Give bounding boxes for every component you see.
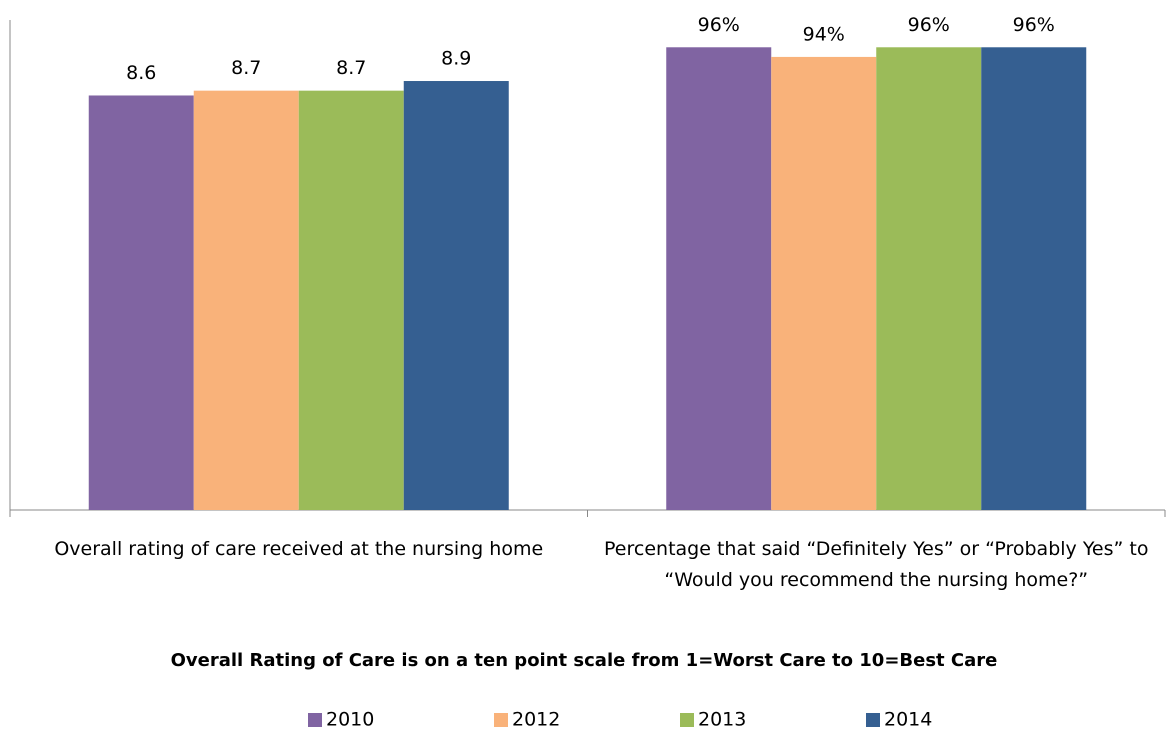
- bar: [981, 47, 1087, 510]
- legend-label: 2010: [326, 709, 374, 731]
- bar: [298, 90, 404, 510]
- data-label: 96%: [698, 14, 740, 36]
- data-label: 96%: [908, 14, 950, 36]
- x-tick-label: Overall rating of care received at the n…: [54, 538, 544, 560]
- x-tick-label: Percentage that said “Definitely Yes” or…: [604, 538, 1149, 591]
- bar: [666, 47, 772, 510]
- legend-label: 2012: [512, 709, 560, 731]
- data-label: 8.9: [441, 48, 471, 70]
- footnote: Overall Rating of Care is on a ten point…: [170, 650, 998, 671]
- legend-swatch: [680, 713, 694, 727]
- bar: [193, 90, 299, 510]
- legend-swatch: [494, 713, 508, 727]
- bar: [771, 56, 877, 511]
- legend-label: 2013: [698, 709, 746, 731]
- data-label: 94%: [803, 23, 845, 45]
- bar: [876, 47, 982, 510]
- data-label: 8.7: [231, 57, 261, 79]
- data-label: 96%: [1013, 14, 1055, 36]
- legend-swatch: [866, 713, 880, 727]
- legend-label: 2014: [884, 709, 932, 731]
- data-label: 8.7: [336, 57, 366, 79]
- bar: [403, 81, 509, 511]
- legend-swatch: [308, 713, 322, 727]
- bar: [88, 95, 194, 510]
- data-label: 8.6: [126, 62, 156, 84]
